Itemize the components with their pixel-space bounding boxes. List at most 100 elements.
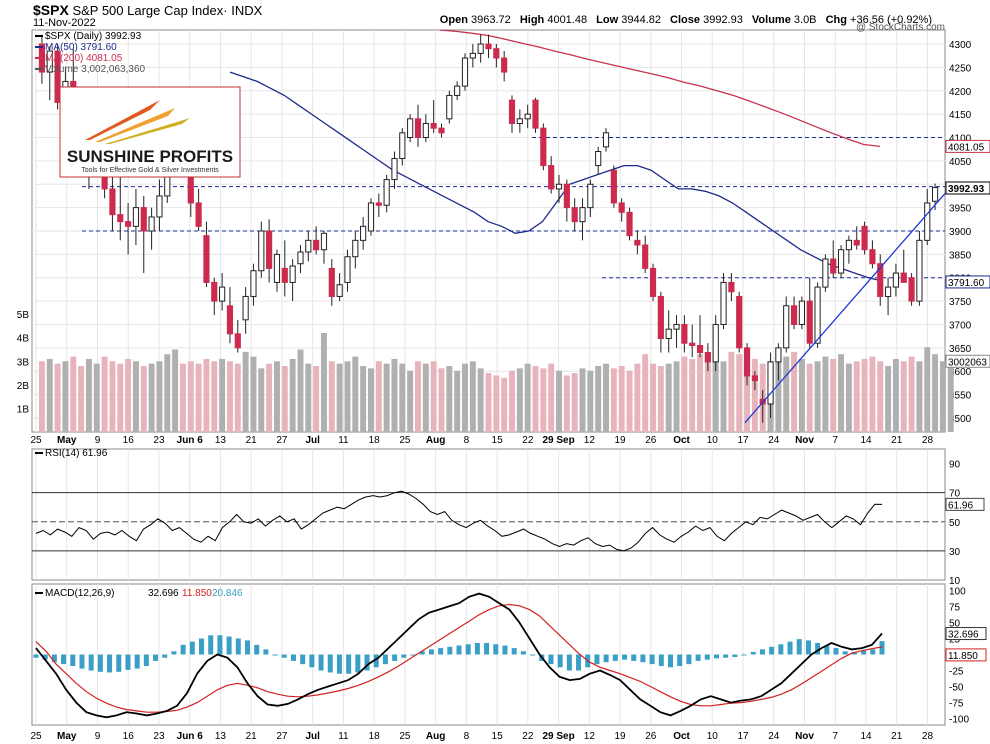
change-value: +36.56 (+0.92%) bbox=[850, 14, 932, 26]
volume-bar bbox=[704, 356, 711, 432]
volume-bar bbox=[838, 354, 845, 432]
volume-bar bbox=[172, 349, 179, 432]
volume-axis-label: 3B bbox=[17, 357, 30, 368]
candle bbox=[579, 207, 586, 223]
volume-bar bbox=[101, 356, 108, 432]
candle bbox=[344, 256, 351, 283]
candle bbox=[916, 239, 923, 302]
high-value: 4001.48 bbox=[547, 14, 588, 26]
macd-histogram-bar bbox=[79, 654, 85, 669]
macd-histogram-bar bbox=[493, 644, 499, 655]
x-tick-label: 9 bbox=[95, 435, 101, 446]
macd-histogram-bar bbox=[750, 651, 756, 655]
volume-bar bbox=[877, 361, 884, 432]
candle bbox=[908, 277, 915, 302]
volume-bar bbox=[556, 370, 562, 432]
macd-histogram-bar bbox=[622, 654, 628, 660]
volume-bar bbox=[924, 347, 931, 432]
x-tick-label: Jul bbox=[305, 435, 320, 446]
candle bbox=[203, 235, 210, 283]
candle bbox=[391, 158, 398, 181]
macd-histogram-bar bbox=[686, 654, 692, 665]
macd-histogram-bar bbox=[741, 654, 747, 656]
volume-bar bbox=[579, 368, 586, 432]
candle bbox=[571, 207, 578, 223]
macd-histogram-bar bbox=[199, 638, 205, 655]
y-tick-label: 3900 bbox=[949, 227, 972, 238]
logo-tagline: Tools for Effective Gold & Silver Invest… bbox=[81, 167, 219, 174]
volume-bar bbox=[375, 361, 382, 432]
macd-histogram-bar bbox=[861, 650, 867, 655]
macd-histogram-bar bbox=[438, 648, 444, 655]
candle bbox=[422, 122, 429, 139]
candle bbox=[132, 207, 140, 227]
candle bbox=[548, 165, 555, 190]
volume-bar bbox=[712, 358, 719, 432]
macd-histogram-bar bbox=[557, 654, 563, 668]
macd-histogram-bar bbox=[695, 654, 701, 661]
volume-bar bbox=[38, 361, 45, 432]
ma200-line bbox=[439, 29, 881, 148]
candle bbox=[736, 295, 743, 349]
volume-bar bbox=[226, 361, 233, 432]
candle bbox=[681, 323, 688, 344]
candle bbox=[861, 225, 868, 251]
chart-header: $SPX S&P 500 Large Cap Index· INDX 11-No… bbox=[0, 0, 990, 30]
candle bbox=[226, 305, 234, 335]
volume-bar bbox=[140, 366, 147, 432]
macd-histogram-bar bbox=[631, 654, 637, 661]
volume-bar bbox=[908, 356, 915, 432]
volume-bar bbox=[932, 354, 939, 432]
x-tick-label: 25 bbox=[30, 435, 42, 446]
candle bbox=[305, 239, 312, 253]
x-tick-label: 12 bbox=[584, 435, 596, 446]
macd-histogram-bar bbox=[566, 654, 572, 671]
candle bbox=[156, 195, 163, 218]
macd-histogram-bar bbox=[530, 654, 536, 656]
macd-histogram-bar bbox=[208, 635, 214, 655]
macd-histogram-bar bbox=[392, 654, 398, 661]
candle bbox=[884, 286, 892, 297]
volume-bar bbox=[54, 363, 61, 432]
volume-bar bbox=[916, 361, 923, 432]
legend-label: MA(200) 4081.05 bbox=[45, 53, 123, 64]
volume-bar bbox=[822, 356, 829, 432]
macd-histogram-bar bbox=[235, 638, 241, 655]
candle bbox=[414, 118, 422, 139]
volume-bar bbox=[595, 366, 602, 432]
y-tick-label: 3650 bbox=[949, 344, 972, 355]
volume-bar bbox=[462, 363, 468, 432]
macd-histogram-bar bbox=[410, 654, 416, 656]
macd-histogram-bar bbox=[51, 654, 57, 663]
macd-histogram-bar bbox=[851, 651, 857, 655]
candle bbox=[563, 183, 570, 209]
rsi-tick-label: 10 bbox=[949, 576, 961, 587]
volume-bar bbox=[336, 363, 343, 432]
volume-bar bbox=[610, 368, 617, 432]
macd-histogram-bar bbox=[474, 642, 480, 655]
candle bbox=[367, 202, 375, 232]
last-value-label: 4081.05 bbox=[948, 142, 985, 153]
volume-bar bbox=[383, 363, 390, 432]
hist-legend-value: 20.846 bbox=[212, 588, 243, 599]
volume-bar bbox=[360, 366, 367, 432]
volume-bar bbox=[85, 358, 92, 432]
x-tick-label: 19 bbox=[615, 435, 627, 446]
candle bbox=[767, 361, 774, 405]
macd-histogram-bar bbox=[97, 654, 103, 672]
y-tick-label: 3850 bbox=[949, 250, 972, 261]
y-tick-label: 3750 bbox=[949, 297, 972, 308]
x-tick-label: 25 bbox=[399, 435, 411, 446]
symbol-title: $SPX S&P 500 Large Cap Index· INDX bbox=[33, 2, 263, 18]
volume-bar bbox=[798, 358, 805, 432]
candle bbox=[375, 202, 382, 206]
candle bbox=[477, 43, 484, 54]
x-tick-label: 13 bbox=[215, 435, 227, 446]
volume-bar bbox=[516, 368, 523, 432]
candle bbox=[649, 267, 657, 297]
volume-bar bbox=[618, 366, 625, 432]
volume-axis-label: 2B bbox=[17, 381, 30, 392]
macd-last-label: 32.696 bbox=[948, 630, 979, 641]
volume-bar bbox=[744, 349, 751, 432]
x-tick-label: Oct bbox=[673, 435, 690, 446]
